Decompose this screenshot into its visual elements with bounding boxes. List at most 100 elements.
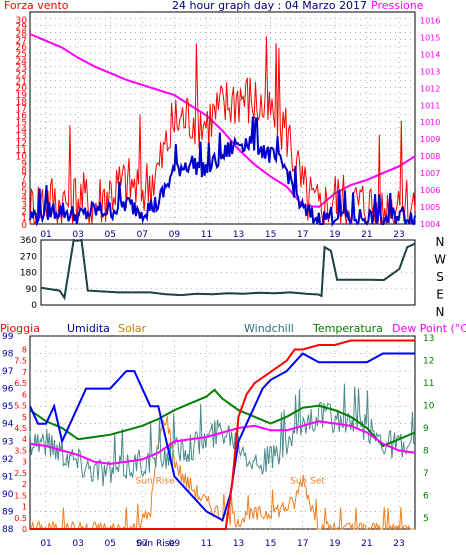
wind-title: Forza vento [4, 0, 69, 12]
compass-label: W [434, 253, 446, 267]
rain-tick-label: 0.5 [14, 514, 27, 523]
temperature-tick-label: 5 [423, 514, 429, 524]
rain-tick-label: 5.5 [14, 402, 27, 411]
wind-x-tick-label: 17 [297, 230, 308, 240]
wind-tick-label: 12 [16, 139, 27, 149]
pressure-series-line [29, 33, 416, 209]
wind_avg-series-line [29, 116, 416, 228]
humidity-tick-label: 93 [2, 437, 13, 447]
rain-tick-label: 6 [22, 390, 27, 399]
weather-x-tick-label: 13 [233, 539, 244, 549]
pressure-tick-label: 1014 [420, 50, 440, 59]
wind-tick-label: 28 [16, 30, 28, 40]
pressure-tick-label: 1007 [420, 169, 440, 178]
wind-pressure-panel: Forza vento 24 hour graph day : 04 Marzo… [4, 0, 440, 240]
wind-x-tick-label: 19 [329, 230, 341, 240]
weather-x-tick-label: 23 [393, 539, 404, 549]
rain-tick-label: 3.5 [14, 446, 27, 455]
wind-tick-label: 29 [16, 23, 28, 33]
weather-x-tick-label: 17 [297, 539, 308, 549]
wind-tick-label: 8 [21, 166, 27, 176]
pressure-tick-label: 1010 [420, 118, 440, 127]
wind-tick-label: 5 [21, 187, 27, 197]
humidity-tick-label: 91 [2, 472, 13, 482]
rain-tick-label: 2 [22, 480, 27, 489]
wind-tick-label: 23 [16, 64, 27, 74]
rain-tick-label: 5 [22, 413, 27, 422]
rain-tick-label: 7 [22, 368, 27, 377]
dewpoint-title: Dew Point (°C) [392, 322, 466, 335]
humidity-tick-label: 96 [2, 385, 14, 395]
weather-panel: Pioggia Umidita Solar Windchill Temperat… [0, 322, 466, 549]
pressure-tick-label: 1013 [420, 67, 440, 76]
temperature-series-line [29, 388, 416, 448]
rain-tick-label: 8 [22, 345, 27, 354]
wind-tick-label: 9 [21, 159, 27, 169]
wind-tick-label: 16 [16, 112, 28, 122]
wind-tick-label: 10 [16, 153, 28, 163]
solar-title: Solar [118, 322, 147, 335]
wind-x-tick-label: 11 [201, 230, 212, 240]
wind-tick-label: 6 [21, 180, 27, 190]
pressure-tick-label: 1016 [420, 16, 440, 25]
wind-x-tick-label: 23 [393, 230, 404, 240]
pressure-tick-label: 1015 [420, 33, 440, 42]
wind-tick-label: 17 [16, 105, 27, 115]
wind-x-tick-label: 01 [40, 230, 51, 240]
pressure-tick-label: 1011 [420, 101, 440, 110]
wind-panel-frame [29, 11, 416, 225]
weather-x-tick-label: 07 [137, 539, 148, 549]
rain-tick-label: 4 [22, 435, 27, 444]
compass-label: N [436, 305, 445, 319]
humidity-tick-label: 89 [2, 507, 14, 517]
wind-tick-label: 1 [21, 214, 27, 224]
sun-annotation: Sun Set [290, 476, 325, 486]
wind-tick-label: 30 [16, 16, 28, 26]
rain-tick-label: 6.5 [14, 379, 27, 388]
rain-tick-label: 1 [22, 503, 27, 512]
temperature-tick-label: 8 [423, 446, 429, 456]
weather-x-tick-label: 01 [40, 539, 51, 549]
wind-tick-label: 11 [16, 146, 27, 156]
wind-tick-label: 24 [16, 57, 28, 67]
rain-tick-label: 3 [22, 458, 27, 467]
weather-x-tick-label: 09 [169, 539, 181, 549]
wind-x-tick-label: 07 [137, 230, 148, 240]
wind-tick-label: 26 [16, 43, 28, 53]
direction-tick-label: 270 [20, 252, 37, 262]
pressure-tick-label: 1008 [420, 152, 440, 161]
direction-tick-label: 180 [20, 269, 37, 279]
rain-tick-label: 2.5 [14, 469, 27, 478]
wind-x-tick-label: 21 [361, 230, 372, 240]
rain-tick-label: 0 [22, 525, 27, 534]
humidity-title: Umidita [67, 322, 110, 335]
wind-tick-label: 13 [16, 132, 27, 142]
solar-series-line [30, 415, 415, 531]
temperature-tick-label: 11 [423, 379, 434, 389]
wind-tick-label: 20 [16, 84, 28, 94]
temperature-tick-label: 13 [423, 334, 434, 344]
wind-tick-label: 25 [16, 50, 27, 60]
temperature-tick-label: 6 [423, 491, 429, 501]
wind-tick-label: 19 [16, 91, 28, 101]
weather-x-tick-label: 19 [329, 539, 341, 549]
wind-tick-label: 18 [16, 98, 28, 108]
weather-x-tick-label: 05 [104, 539, 115, 549]
temperature-tick-label: 12 [423, 357, 434, 367]
temperature-title: Temperatura [312, 322, 383, 335]
pressure-tick-label: 1006 [420, 186, 440, 195]
windchill-title: Windchill [244, 322, 294, 335]
wind-x-tick-label: 05 [104, 230, 115, 240]
weather-x-tick-label: 15 [265, 539, 276, 549]
sun-rise-axis-label: Sun Rise [136, 539, 175, 549]
wind-tick-label: 22 [16, 71, 27, 81]
wind-tick-label: 27 [16, 36, 27, 46]
wind-x-tick-label: 03 [72, 230, 83, 240]
rain-tick-label: 4.5 [14, 424, 27, 433]
weather-x-tick-label: 21 [361, 539, 372, 549]
wind-tick-label: 15 [16, 118, 27, 128]
weather-x-tick-label: 03 [72, 539, 83, 549]
wind-tick-label: 21 [16, 77, 27, 87]
wind-x-tick-label: 09 [169, 230, 181, 240]
